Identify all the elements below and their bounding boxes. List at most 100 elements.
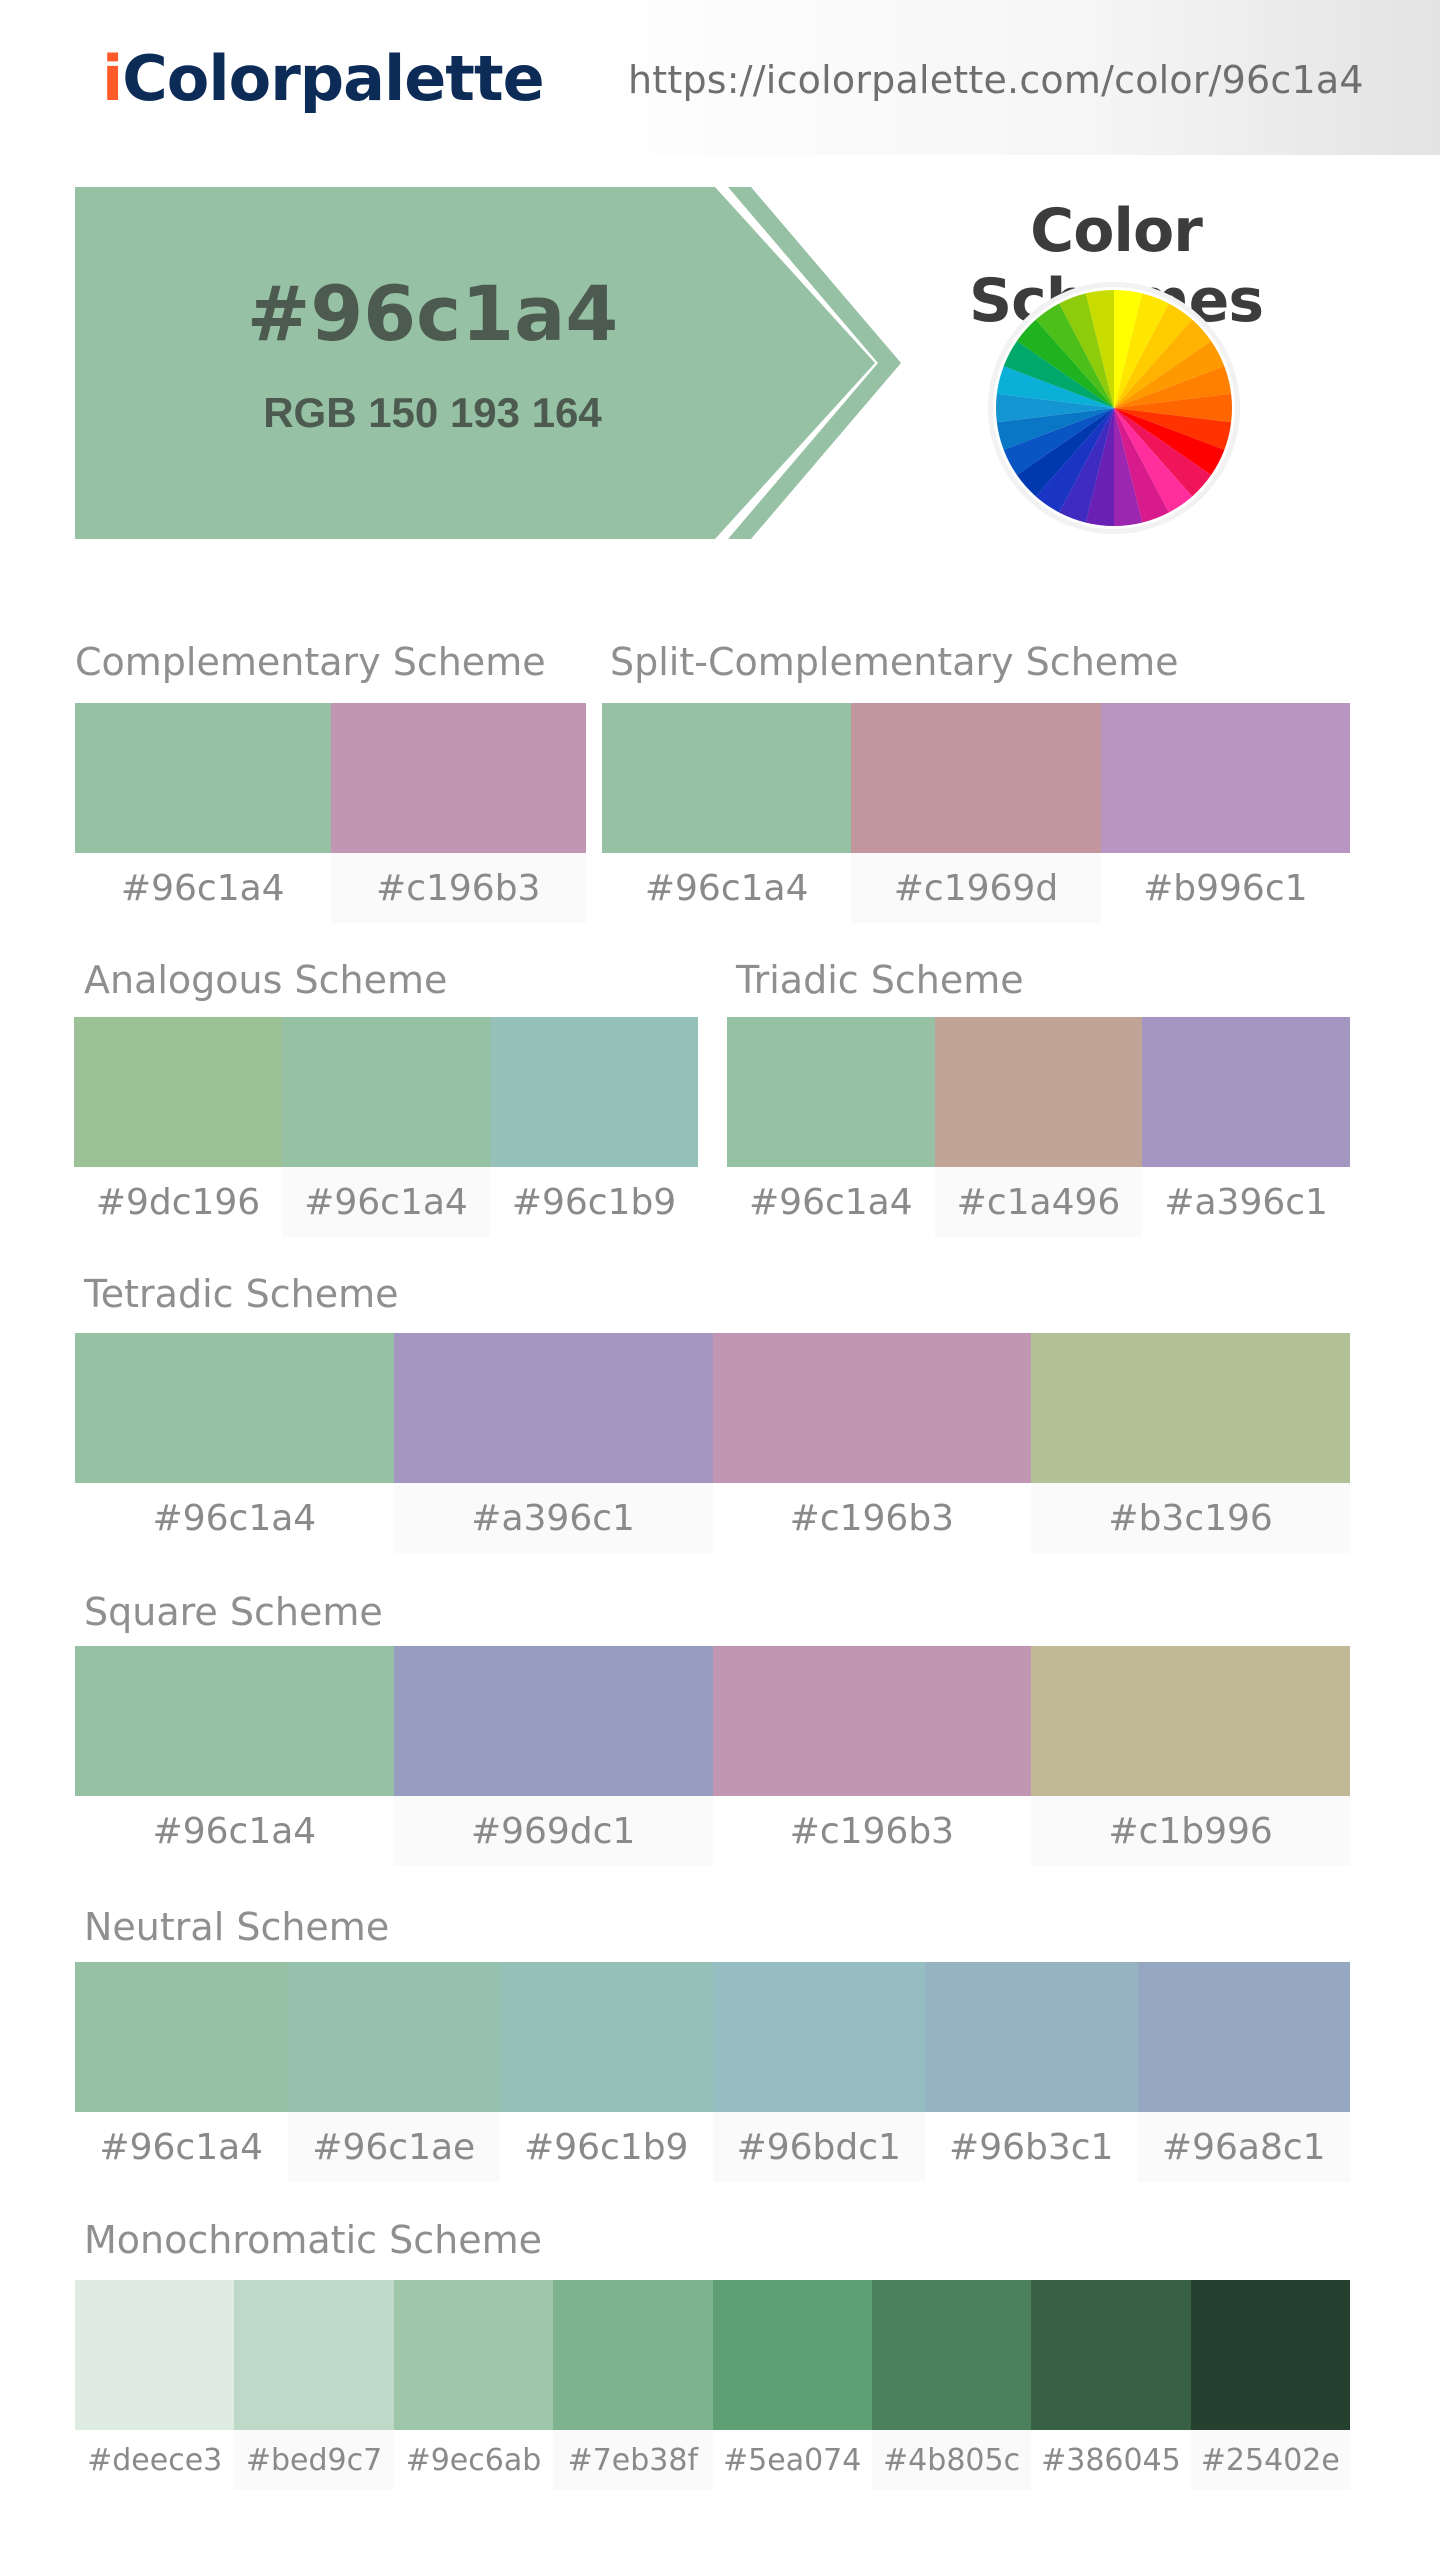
- color-swatch[interactable]: #386045: [1031, 2280, 1191, 2490]
- color-swatch[interactable]: #96bdc1: [712, 1962, 925, 2182]
- swatch-color-chip[interactable]: [1031, 2280, 1191, 2430]
- color-swatch[interactable]: #b996c1: [1100, 703, 1350, 923]
- swatch-color-chip[interactable]: [712, 2280, 872, 2430]
- swatch-hex-label[interactable]: #96b3c1: [949, 2126, 1114, 2168]
- color-swatch[interactable]: #a396c1: [393, 1333, 713, 1553]
- swatch-hex-label[interactable]: #96bdc1: [712, 2112, 925, 2182]
- color-swatch[interactable]: #96c1a4: [75, 1333, 394, 1553]
- color-swatch[interactable]: #c1a496: [934, 1017, 1143, 1237]
- swatch-color-chip[interactable]: [1142, 1017, 1350, 1167]
- swatch-color-chip[interactable]: [1031, 1646, 1350, 1796]
- swatch-color-chip[interactable]: [934, 1017, 1143, 1167]
- swatch-hex-label[interactable]: #96c1a4: [120, 867, 285, 909]
- swatch-hex-label[interactable]: #c196b3: [789, 1810, 955, 1852]
- swatch-color-chip[interactable]: [925, 1962, 1138, 2112]
- swatch-color-chip[interactable]: [75, 1646, 394, 1796]
- color-swatch[interactable]: #96c1a4: [75, 703, 331, 923]
- color-swatch[interactable]: #deece3: [75, 2280, 235, 2490]
- swatch-hex-label[interactable]: #96c1b9: [524, 2126, 689, 2168]
- swatch-hex-label[interactable]: #96c1a4: [644, 867, 809, 909]
- color-swatch[interactable]: #4b805c: [871, 2280, 1032, 2490]
- swatch-color-chip[interactable]: [75, 1962, 288, 2112]
- color-swatch[interactable]: #96b3c1: [925, 1962, 1138, 2182]
- color-swatch[interactable]: #7eb38f: [553, 2280, 713, 2490]
- color-swatch[interactable]: #b3c196: [1031, 1333, 1350, 1553]
- swatch-color-chip[interactable]: [1190, 2280, 1350, 2430]
- swatch-hex-label[interactable]: #9ec6ab: [405, 2442, 542, 2478]
- swatch-hex-label[interactable]: #c1969d: [851, 853, 1101, 923]
- swatch-color-chip[interactable]: [234, 2280, 394, 2430]
- color-swatch[interactable]: #bed9c7: [234, 2280, 394, 2490]
- swatch-hex-label[interactable]: #96c1a4: [282, 1167, 490, 1237]
- color-swatch[interactable]: #96c1b9: [490, 1017, 698, 1237]
- swatch-color-chip[interactable]: [851, 703, 1101, 853]
- swatch-hex-label[interactable]: #deece3: [87, 2442, 223, 2478]
- color-swatch[interactable]: #c196b3: [330, 703, 586, 923]
- swatch-hex-label[interactable]: #4b805c: [871, 2430, 1032, 2490]
- swatch-color-chip[interactable]: [727, 1017, 935, 1167]
- swatch-color-chip[interactable]: [500, 1962, 713, 2112]
- swatch-hex-label[interactable]: #c1b996: [1031, 1796, 1350, 1866]
- color-swatch[interactable]: #c1b996: [1031, 1646, 1350, 1866]
- color-swatch[interactable]: #c196b3: [712, 1646, 1032, 1866]
- color-swatch[interactable]: #9ec6ab: [393, 2280, 554, 2490]
- swatch-color-chip[interactable]: [712, 1333, 1032, 1483]
- color-swatch[interactable]: #969dc1: [393, 1646, 713, 1866]
- swatch-color-chip[interactable]: [871, 2280, 1032, 2430]
- color-swatch[interactable]: #96c1a4: [602, 703, 852, 923]
- swatch-color-chip[interactable]: [393, 2280, 554, 2430]
- swatch-hex-label[interactable]: #9dc196: [95, 1181, 261, 1223]
- swatch-color-chip[interactable]: [1100, 703, 1350, 853]
- swatch-color-chip[interactable]: [490, 1017, 698, 1167]
- color-swatch[interactable]: #96c1a4: [75, 1962, 288, 2182]
- swatch-color-chip[interactable]: [75, 703, 331, 853]
- color-swatch[interactable]: #9dc196: [74, 1017, 282, 1237]
- swatch-color-chip[interactable]: [282, 1017, 490, 1167]
- swatch-hex-label[interactable]: #a396c1: [393, 1483, 713, 1553]
- color-swatch[interactable]: #c1969d: [851, 703, 1101, 923]
- swatch-hex-label[interactable]: #96c1a4: [152, 1810, 317, 1852]
- swatch-hex-label[interactable]: #96c1b9: [511, 1181, 677, 1223]
- swatch-hex-label[interactable]: #25402e: [1190, 2430, 1350, 2490]
- swatch-hex-label[interactable]: #c196b3: [330, 853, 586, 923]
- swatch-hex-label[interactable]: #96c1a4: [99, 2126, 264, 2168]
- swatch-hex-label[interactable]: #969dc1: [393, 1796, 713, 1866]
- swatch-hex-label[interactable]: #96a8c1: [1137, 2112, 1350, 2182]
- color-swatch[interactable]: #96c1ae: [287, 1962, 500, 2182]
- swatch-color-chip[interactable]: [393, 1333, 713, 1483]
- swatch-hex-label[interactable]: #96c1a4: [749, 1181, 913, 1223]
- swatch-hex-label[interactable]: #b3c196: [1031, 1483, 1350, 1553]
- swatch-color-chip[interactable]: [1137, 1962, 1350, 2112]
- swatch-hex-label[interactable]: #96c1a4: [152, 1497, 317, 1539]
- color-swatch[interactable]: #25402e: [1190, 2280, 1350, 2490]
- swatch-color-chip[interactable]: [287, 1962, 500, 2112]
- swatch-color-chip[interactable]: [393, 1646, 713, 1796]
- swatch-hex-label[interactable]: #c1a496: [934, 1167, 1143, 1237]
- swatch-color-chip[interactable]: [330, 703, 586, 853]
- color-swatch[interactable]: #96c1a4: [727, 1017, 935, 1237]
- swatch-hex-label[interactable]: #bed9c7: [234, 2430, 394, 2490]
- swatch-hex-label[interactable]: #a396c1: [1164, 1181, 1328, 1223]
- color-swatch[interactable]: #96c1a4: [282, 1017, 490, 1237]
- swatch-hex-label[interactable]: #c196b3: [789, 1497, 955, 1539]
- color-swatch[interactable]: #96a8c1: [1137, 1962, 1350, 2182]
- color-swatch[interactable]: #5ea074: [712, 2280, 872, 2490]
- swatch-color-chip[interactable]: [712, 1646, 1032, 1796]
- color-swatch[interactable]: #c196b3: [712, 1333, 1032, 1553]
- site-logo[interactable]: iColorpalette: [102, 42, 545, 115]
- color-swatch[interactable]: #96c1b9: [500, 1962, 713, 2182]
- swatch-color-chip[interactable]: [74, 1017, 282, 1167]
- swatch-color-chip[interactable]: [75, 2280, 235, 2430]
- swatch-hex-label[interactable]: #b996c1: [1143, 867, 1308, 909]
- color-swatch[interactable]: #a396c1: [1142, 1017, 1350, 1237]
- swatch-color-chip[interactable]: [75, 1333, 394, 1483]
- swatch-hex-label[interactable]: #5ea074: [723, 2442, 862, 2478]
- swatch-hex-label[interactable]: #96c1ae: [287, 2112, 500, 2182]
- swatch-color-chip[interactable]: [1031, 1333, 1350, 1483]
- swatch-color-chip[interactable]: [602, 703, 852, 853]
- color-swatch[interactable]: #96c1a4: [75, 1646, 394, 1866]
- swatch-hex-label[interactable]: #386045: [1041, 2442, 1181, 2478]
- swatch-color-chip[interactable]: [553, 2280, 713, 2430]
- swatch-color-chip[interactable]: [712, 1962, 925, 2112]
- swatch-hex-label[interactable]: #7eb38f: [553, 2430, 713, 2490]
